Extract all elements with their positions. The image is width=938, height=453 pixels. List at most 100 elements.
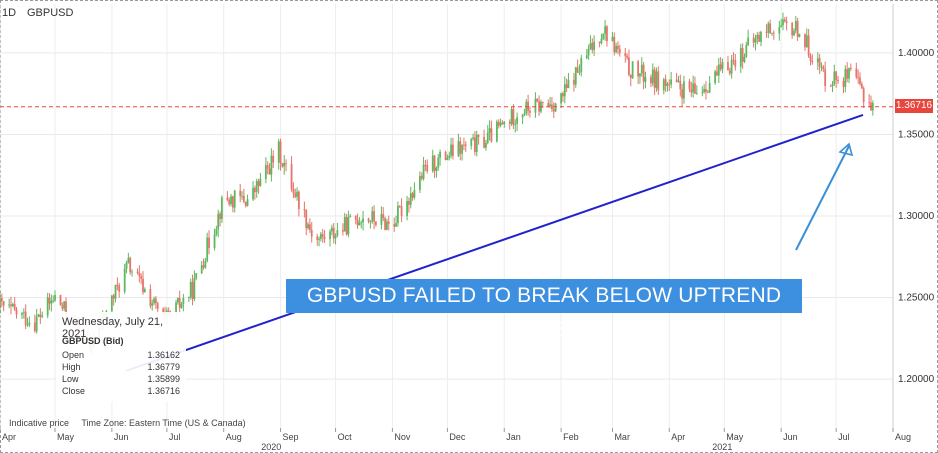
candle [631,61,634,80]
candle-body [162,308,165,314]
candle [375,221,377,227]
candle-body [694,83,696,94]
candle-body [408,201,410,205]
candle-body [857,77,860,78]
x-tick-label: Jul [169,432,181,442]
candle-body [844,69,847,87]
candle [176,297,179,305]
candle-body [703,89,706,93]
candle [846,62,849,83]
candle [371,206,374,224]
candle [461,144,463,161]
candle-body [419,175,421,191]
candle-body [375,221,377,225]
candle-body [772,32,775,34]
candle-body [769,23,772,34]
candle [450,137,452,159]
candle-body [602,33,605,39]
candle [220,195,223,224]
candle-body [717,64,720,76]
candle [422,156,425,181]
candle [219,211,221,227]
candle-body [734,60,737,67]
candle-body [767,23,770,33]
candle [798,33,801,38]
candle [114,284,117,303]
candle-body [433,155,436,171]
candle-body [721,61,724,70]
candle [200,261,203,275]
candle [675,72,678,83]
candle-body [497,121,500,126]
candle [435,166,438,178]
y-tick-label: 1.25000 [898,293,935,304]
candle [143,287,146,293]
candle-body [760,31,762,42]
candle [2,300,5,312]
candle [657,66,660,95]
candle-body [450,144,452,156]
candle-body [849,68,852,69]
candle-body [624,53,627,57]
candle-body [356,219,359,226]
candle [156,301,159,312]
candle [554,102,557,112]
candle-body [741,48,744,62]
candle-body [618,48,621,54]
candle-body [175,302,177,314]
candle-body [307,224,309,229]
tooltip-label: Low [62,374,79,384]
candle [772,30,775,40]
candle-body [167,310,170,313]
candle-body [679,80,682,90]
candle-body [321,233,324,237]
candle-body [140,276,143,279]
candle-body [2,301,5,306]
timezone-label[interactable]: Time Zone: Eastern Time (US & Canada) [81,418,246,428]
candle [705,81,707,100]
tooltip-row-low: Low 1.35899 [62,374,180,386]
candle-body [0,298,1,306]
y-tick-label: 1.35000 [898,129,935,140]
candle-body [409,193,412,205]
candle-body [650,77,652,84]
candle-body [411,193,414,198]
candle-body [461,144,463,154]
candle-body [180,303,183,308]
candle [804,33,806,51]
candle-body [547,102,550,107]
candle-body [253,187,256,193]
candle-body [15,309,18,315]
candle-body [668,83,671,85]
candle-body [791,22,794,36]
candle-body [501,122,504,125]
candle-body [242,195,245,202]
candle-body [281,163,284,167]
candle-body [666,83,669,86]
candle [35,308,38,334]
candle-body [475,134,478,152]
candle [580,54,583,77]
candle [431,149,434,173]
tooltip-value: 1.36162 [147,350,180,360]
candle-body [846,69,849,79]
candle-body [728,70,731,74]
candle-body [613,36,616,53]
candle [496,119,498,143]
candle [246,194,249,207]
timeframe-label[interactable]: 1D [2,7,17,19]
candle [516,112,518,132]
tooltip-symbol: GBPUSD (Bid) [62,336,124,346]
candle [593,35,596,56]
candle-body [387,221,390,224]
candle-body [208,237,210,249]
annotation-arrow [795,145,850,251]
candle [551,96,553,112]
candle [308,218,311,233]
symbol-label[interactable]: GBPUSD [27,7,74,19]
candle-body [459,141,462,154]
candle-body [464,144,467,146]
candle [13,297,16,311]
candle-body [798,34,801,37]
candle-body [778,27,781,34]
